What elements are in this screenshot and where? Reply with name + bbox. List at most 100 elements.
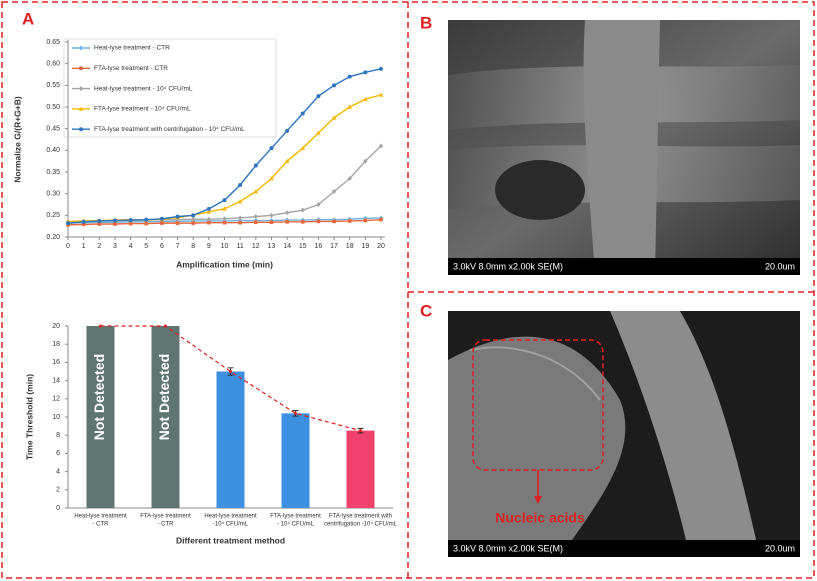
point (238, 220, 242, 225)
panel-label: C (420, 301, 432, 320)
trend-point (359, 429, 362, 433)
point (206, 216, 212, 222)
image-annotation: Nucleic acids (495, 510, 585, 526)
y-tick-label: 0.50 (46, 104, 60, 111)
legend-marker (78, 86, 84, 92)
x-tick-label: 15 (299, 243, 307, 250)
point (347, 176, 352, 181)
x-tick-label: 19 (361, 243, 369, 250)
point (332, 219, 336, 224)
point (112, 218, 117, 223)
image-caption: 20.0um (765, 543, 795, 553)
legend-label: FTA-lyse treatment - 10⁴ CFU/mL (94, 106, 191, 113)
point (269, 220, 274, 225)
point (159, 216, 164, 221)
x-tick-label: 6 (160, 243, 164, 250)
image-caption: 3.0kV 8.0mm x2.00k SE(M) (453, 261, 563, 271)
y-tick-label: 0.65 (46, 39, 60, 46)
x-tick-label: 10 (221, 243, 229, 250)
point (285, 220, 289, 224)
point (66, 221, 70, 226)
x-tick-label: 2 (97, 243, 101, 250)
y-tick-label: 0.55 (46, 82, 60, 89)
x-tick-label: 7 (176, 243, 180, 250)
y-tick-label: 12 (52, 396, 60, 403)
series-line (67, 94, 382, 223)
point (316, 219, 321, 224)
point (160, 221, 164, 225)
x-tick-label: 18 (346, 243, 354, 250)
x-axis-label: Different treatment method (176, 535, 285, 545)
x-tick-label: -10⁴ CFU/mL (213, 521, 249, 528)
point (363, 96, 368, 101)
point (237, 199, 243, 204)
y-axis-label: Normalize G/(R+G+B) (12, 96, 22, 183)
y-tick-label: 0.45 (46, 126, 60, 133)
x-tick-label: FTA-lyse treatment with (329, 514, 392, 520)
x-tick-label: - CTR (158, 522, 175, 528)
y-tick-label: 0.60 (46, 61, 60, 68)
y-tick-label: 16 (52, 359, 60, 366)
bar (86, 326, 115, 508)
x-tick-label: 13 (268, 243, 276, 250)
x-tick-label: 11 (237, 243, 244, 250)
x-tick-label: 1 (82, 243, 86, 250)
point (175, 221, 180, 225)
point (316, 94, 321, 99)
trend-point (294, 411, 297, 415)
trend-point (229, 370, 232, 373)
point (175, 214, 180, 219)
point (269, 176, 274, 181)
point (237, 215, 243, 221)
x-tick-label: FTA-lyse treatment (140, 514, 191, 520)
y-tick-label: 2 (56, 487, 60, 494)
x-tick-label: 0 (66, 243, 70, 250)
point (128, 218, 133, 223)
y-tick-label: 10 (52, 414, 60, 421)
x-tick-label: 5 (144, 243, 148, 250)
image-caption: 3.0kV 8.0mm x2.00k SE(M) (453, 543, 563, 553)
legend-marker (78, 106, 84, 111)
y-axis-label: Time Threshold (min) (24, 374, 34, 460)
y-tick-label: 18 (52, 341, 60, 348)
legend-label: FTA-lyse treatment with centrifugation -… (94, 126, 245, 133)
point (191, 221, 195, 225)
point (347, 219, 352, 223)
y-tick-label: 0.35 (46, 169, 60, 176)
point (253, 189, 259, 194)
legend-label: Heat-lyse treatment - 10⁴ CFU/mL (94, 85, 193, 92)
legend-label: Heat-lyse treatment - CTR (94, 45, 170, 52)
point (222, 198, 227, 203)
x-tick-label: Heat-lyse treatment (74, 514, 127, 520)
point (97, 218, 102, 223)
point (300, 111, 305, 116)
point (332, 83, 337, 88)
x-tick-label: 16 (315, 243, 323, 250)
bar (281, 413, 310, 508)
y-tick-label: 0.30 (46, 191, 60, 198)
point (363, 158, 368, 164)
y-tick-label: 8 (56, 432, 60, 439)
panel-label: B (420, 13, 432, 32)
point (300, 145, 306, 150)
point (253, 214, 258, 220)
point (379, 217, 383, 222)
point (378, 143, 384, 149)
point (144, 221, 149, 226)
point (238, 183, 243, 187)
point (128, 221, 133, 226)
y-tick-label: 4 (56, 468, 60, 475)
legend-marker (78, 45, 84, 51)
point (378, 92, 384, 97)
point (222, 216, 227, 222)
x-tick-label: 17 (330, 243, 338, 250)
point (285, 128, 290, 133)
point (363, 70, 368, 75)
legend-marker (79, 127, 83, 132)
point (81, 222, 86, 227)
point (284, 158, 290, 163)
point (191, 216, 196, 222)
y-tick-label: 6 (56, 450, 60, 457)
x-tick-label: 4 (129, 243, 133, 250)
